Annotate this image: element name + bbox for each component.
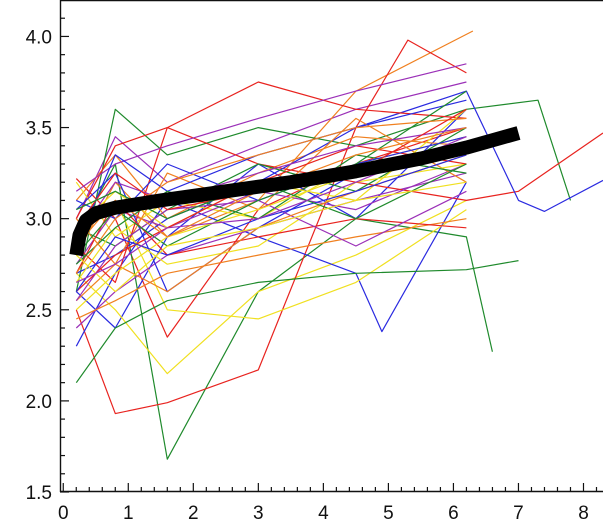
x-tick-label: 5: [383, 503, 394, 524]
y-tick-label: 2.5: [26, 301, 52, 322]
series-line-40: [75, 181, 467, 293]
y-tick-label: 3.5: [26, 119, 52, 140]
x-tick-label: 6: [448, 503, 459, 524]
mean-curve-group: [69, 126, 521, 257]
x-tick-label: 8: [578, 503, 589, 524]
y-tick-label: 3.0: [26, 210, 52, 231]
x-tick-label: 7: [513, 503, 524, 524]
series-line-39: [76, 163, 467, 220]
series-line-17: [75, 163, 467, 265]
series-line-31: [75, 145, 467, 293]
series-line-11: [75, 172, 467, 329]
y-tick-label: 1.5: [26, 483, 52, 504]
series-line-22: [75, 163, 467, 283]
series-line-36: [75, 117, 467, 274]
series-line-5: [75, 81, 467, 219]
x-tick-group: 0 1 2 3 4 5 6 7 8: [58, 483, 598, 524]
series-line-23: [75, 63, 467, 192]
x-tick-label: 3: [253, 503, 264, 524]
individual-series-group: [75, 30, 603, 460]
axes: [59, 0, 603, 493]
series-line-4: [75, 199, 467, 375]
mean-curve-line: [69, 126, 521, 257]
series-line-24: [76, 218, 467, 320]
x-tick-label: 0: [58, 503, 69, 524]
series-line-26: [75, 99, 467, 247]
series-line-9: [75, 99, 572, 292]
y-tick-group: 1.5 2.0 2.5 3.0 3.5 4.0: [26, 17, 69, 504]
y-tick-label: 2.0: [26, 392, 52, 413]
x-tick-label: 1: [123, 503, 134, 524]
x-tick-label: 2: [188, 503, 199, 524]
series-line-7: [75, 39, 467, 415]
series-line-19: [75, 81, 467, 283]
y-tick-label: 4.0: [26, 27, 52, 48]
x-tick-label: 4: [318, 503, 329, 524]
series-line-15: [75, 260, 519, 384]
